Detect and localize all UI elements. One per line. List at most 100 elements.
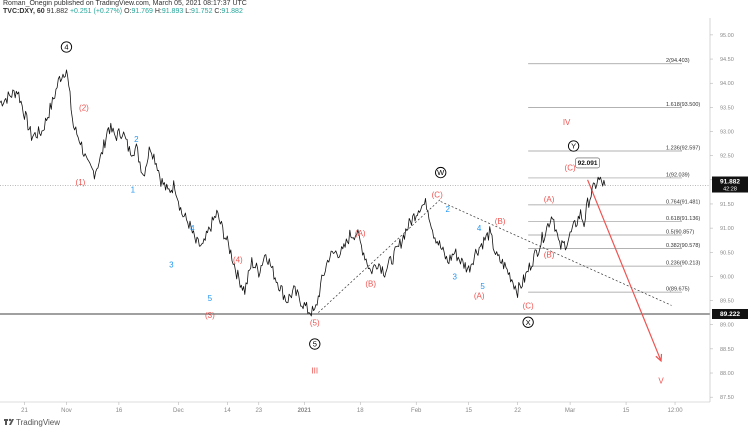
wave-labels: 4(2)(1)2143(4)5(3)(5)5III(A)(B)W(C)24(B)… (60, 41, 664, 385)
x-tick-label: Dec (173, 408, 184, 414)
wave-label: (C) (432, 190, 443, 199)
y-tick-label: 89.50 (720, 299, 734, 305)
support-badge (712, 308, 748, 319)
tradingview-logo-icon (4, 418, 14, 425)
tradingview-brand: TradingView (16, 418, 61, 427)
price-series (0, 69, 606, 317)
wave-label: III (311, 367, 318, 376)
wave-label: W (437, 168, 445, 177)
open-value: 91.769 (131, 8, 153, 15)
horizontal-lines (0, 185, 710, 315)
y-tick-label: 94.00 (720, 81, 734, 87)
projection-arrow-head (655, 353, 663, 363)
x-tick-label: 16 (116, 408, 123, 414)
wave-label: 4 (64, 43, 68, 52)
wave-label: (3) (205, 311, 215, 320)
projection-arrow (587, 179, 662, 362)
support-label: 89.222 (720, 311, 740, 318)
x-tick-label: 22 (514, 408, 521, 414)
wave-label-circle (60, 41, 73, 53)
wave-label: 3 (452, 272, 457, 281)
close-value: 91.882 (221, 8, 243, 15)
wave-label: 2 (445, 205, 450, 214)
wave-label: (A) (355, 229, 366, 238)
x-tick-label: Nov (61, 408, 72, 414)
x-tick-label: 15 (465, 408, 472, 414)
fib-level-label: 0.618(91.136) (666, 216, 700, 222)
y-tick-label: 92.50 (720, 154, 734, 160)
y-tick-label: 90.50 (720, 250, 734, 256)
y-tick-label: 90.00 (720, 274, 734, 280)
trend-lines[interactable] (318, 179, 672, 363)
wave-label: (B) (365, 280, 376, 289)
x-tick-label: 12:00 (668, 408, 684, 414)
last-price: 91.882 (46, 8, 68, 15)
wave-label: (C) (565, 164, 576, 173)
wave-label-circle (309, 338, 321, 350)
current-price-label: 91.882 (720, 179, 740, 186)
x-tick-label: 14 (224, 408, 231, 414)
fib-level-label: 2(94.403) (666, 58, 690, 64)
wave-label-circle (435, 166, 447, 179)
open-label: O: (124, 8, 132, 15)
wave-label: IV (563, 118, 571, 127)
x-tick-label: Feb (411, 408, 422, 414)
fib-level-label: 1.618(93.500) (666, 102, 700, 108)
wave-label-circle (567, 140, 580, 152)
x-tick-label: 21 (21, 408, 28, 414)
wave-label: (1) (76, 178, 86, 187)
fib-level-label: 1(92.039) (666, 172, 690, 178)
wave-label: 4 (477, 224, 482, 233)
high-value: 91.893 (161, 8, 184, 15)
wave-label: V (658, 376, 664, 385)
x-tick-label: 23 (255, 408, 262, 414)
countdown-label: 42:28 (723, 187, 737, 193)
wave-label: (B) (495, 217, 506, 226)
y-tick-label: 93.00 (720, 130, 734, 136)
y-tick-label: 93.50 (720, 105, 734, 111)
price-callout-label: 92.091 (578, 160, 598, 167)
current-price-badge (712, 176, 748, 193)
wave-label: 2 (134, 135, 139, 144)
wave-label: Y (571, 142, 576, 151)
symbol-ohlc-line: TVC:DXY, 60 91.882 +0.251 (+0.27%) O:91.… (3, 8, 243, 15)
low-value: 91.752 (191, 8, 213, 15)
symbol-label: TVC:DXY, 60 (3, 8, 45, 15)
wave-label: (C) (523, 301, 534, 310)
trend-line (318, 198, 441, 313)
wave-label: X (526, 318, 531, 327)
wave-label: (A) (474, 292, 485, 301)
wave-label: 3 (169, 260, 174, 269)
wave-label-circle (522, 316, 534, 328)
y-tick-label: 91.50 (720, 202, 734, 208)
wave-label: 4 (190, 224, 195, 233)
x-tick-label: 2021 (298, 408, 312, 414)
wave-label: (A) (544, 195, 555, 204)
axes: 87.50 88.00 88.50 89.00 89.50 90.00 90.50 91.00… (0, 18, 748, 414)
fib-level-label: 0.764(91.481) (666, 199, 700, 205)
x-tick-label: 18 (357, 408, 364, 414)
wave-label: 5 (480, 282, 485, 291)
wave-label: 1 (131, 185, 136, 194)
fib-level-label: 0.236(90.213) (666, 261, 700, 267)
x-tick-label: 15 (623, 408, 630, 414)
fib-level-label: 0.5(90.857) (666, 230, 694, 236)
y-tick-label: 88.50 (720, 347, 734, 353)
wave-label: 5 (208, 294, 213, 303)
fib-level-label: 0(89.675) (666, 287, 690, 293)
price-change: +0.251 (+0.27%) (69, 8, 123, 15)
fib-level-label: 0.382(90.578) (666, 243, 700, 249)
publisher-line: Roman_Onegin published on TradingView.co… (3, 0, 247, 7)
fib-level-label: 1.236(92.597) (666, 145, 700, 151)
y-tick-label: 94.50 (720, 57, 734, 63)
y-tick-label: 91.00 (720, 226, 734, 232)
low-label: L: (185, 8, 192, 15)
y-tick-label: 89.00 (720, 323, 734, 329)
close-label: C: (214, 8, 222, 15)
price-callout-box (575, 157, 600, 169)
high-label: H: (154, 8, 162, 15)
wave-label: (5) (310, 318, 320, 327)
y-tick-label: 87.50 (720, 395, 734, 401)
price-line (0, 69, 606, 317)
